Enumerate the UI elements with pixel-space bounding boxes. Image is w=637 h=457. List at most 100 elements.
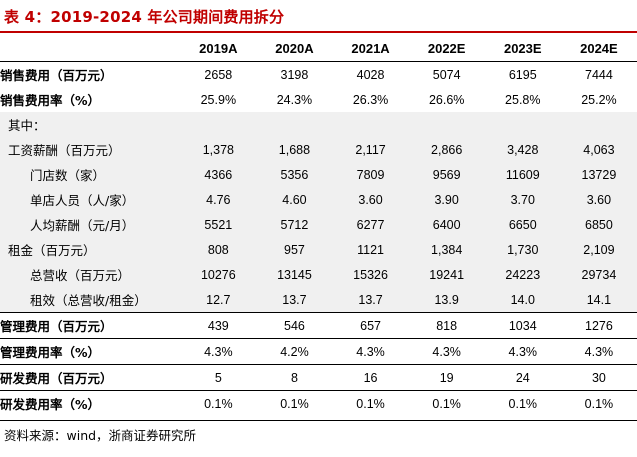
cell: 12.7 — [180, 287, 257, 313]
row-store-count: 门店数（家） 4366 5356 7809 9569 11609 13729 — [0, 162, 637, 187]
title-rule — [0, 31, 637, 33]
cell: 546 — [256, 312, 333, 339]
cell — [484, 112, 561, 137]
cell: 2,117 — [332, 137, 409, 162]
row-wages: 工资薪酬（百万元） 1,378 1,688 2,117 2,866 3,428 … — [0, 137, 637, 162]
year-header: 2021A — [332, 36, 409, 62]
cell: 0.1% — [332, 390, 409, 416]
cell: 6195 — [508, 67, 537, 82]
cell: 3.60 — [332, 187, 409, 212]
row-label: 工资薪酬（百万元） — [0, 137, 181, 162]
cell: 0.1% — [560, 390, 637, 416]
cell: 0.1% — [484, 390, 561, 416]
row-admin-expense-ratio: 管理费用率（%） 4.3% 4.2% 4.3% 4.3% 4.3% 4.3% — [0, 338, 637, 365]
row-label: 销售费用（百万元） — [0, 68, 113, 83]
year-header: 2019A — [180, 36, 257, 62]
cell — [408, 112, 485, 137]
cell: 6400 — [408, 212, 485, 237]
cell: 808 — [180, 237, 257, 262]
cell: 24223 — [484, 262, 561, 287]
year-header: 2022E — [408, 36, 485, 62]
cell: 25.2% — [581, 92, 617, 107]
year-header: 2023E — [484, 36, 561, 62]
expense-table: 2019A 2020A 2021A 2022E 2023E 2024E 销售费用… — [0, 36, 637, 416]
cell: 30 — [560, 364, 637, 391]
row-label: 总营收（百万元） — [0, 262, 181, 287]
row-sales-expense: 销售费用（百万元） 2658 3198 4028 5074 6195 7444 — [0, 62, 637, 88]
cell: 26.3% — [352, 92, 389, 107]
cell: 4.3% — [484, 338, 561, 365]
cell: 25.8% — [505, 92, 541, 107]
cell: 0.1% — [256, 390, 333, 416]
cell: 6277 — [332, 212, 409, 237]
cell: 2,109 — [560, 237, 637, 262]
cell: 4366 — [180, 162, 257, 187]
cell: 1121 — [332, 237, 409, 262]
cell — [180, 112, 257, 137]
cell: 4.2% — [256, 338, 333, 365]
cell: 6850 — [560, 212, 637, 237]
cell: 24 — [484, 364, 561, 391]
cell: 4.76 — [180, 187, 257, 212]
table-bottom-rule — [0, 420, 637, 421]
cell: 11609 — [484, 162, 561, 187]
row-label: 销售费用率（%） — [0, 93, 101, 108]
row-staff-per-store: 单店人员（人/家） 4.76 4.60 3.60 3.90 3.70 3.60 — [0, 187, 637, 212]
cell: 4.60 — [256, 187, 333, 212]
cell: 9569 — [408, 162, 485, 187]
row-label: 管理费用率（%） — [0, 338, 181, 365]
row-label: 研发费用率（%） — [0, 390, 181, 416]
cell: 0.1% — [408, 390, 485, 416]
cell: 13.7 — [256, 287, 333, 313]
row-label: 管理费用（百万元） — [0, 312, 181, 339]
cell: 25.9% — [200, 92, 237, 107]
year-header: 2020A — [256, 36, 333, 62]
cell: 3.70 — [484, 187, 561, 212]
cell: 19 — [408, 364, 485, 391]
cell — [332, 112, 409, 137]
row-label: 研发费用（百万元） — [0, 364, 181, 391]
header-row: 2019A 2020A 2021A 2022E 2023E 2024E — [0, 36, 637, 62]
cell: 657 — [332, 312, 409, 339]
row-sales-expense-ratio: 销售费用率（%） 25.9% 24.3% 26.3% 26.6% 25.8% 2… — [0, 87, 637, 112]
cell: 5712 — [256, 212, 333, 237]
row-rent: 租金（百万元） 808 957 1121 1,384 1,730 2,109 — [0, 237, 637, 262]
cell: 24.3% — [276, 92, 313, 107]
cell: 5 — [180, 364, 257, 391]
cell: 26.6% — [428, 92, 465, 107]
cell: 4028 — [356, 67, 385, 82]
cell: 13729 — [560, 162, 637, 187]
cell: 2658 — [204, 67, 233, 82]
row-rd-expense-ratio: 研发费用率（%） 0.1% 0.1% 0.1% 0.1% 0.1% 0.1% — [0, 390, 637, 416]
row-total-revenue: 总营收（百万元） 10276 13145 15326 19241 24223 2… — [0, 262, 637, 287]
cell: 14.1 — [560, 287, 637, 313]
cell: 3198 — [280, 67, 309, 82]
cell: 1,378 — [180, 137, 257, 162]
row-label: 其中： — [0, 112, 181, 137]
cell: 3.60 — [560, 187, 637, 212]
cell: 10276 — [180, 262, 257, 287]
row-label: 单店人员（人/家） — [0, 187, 181, 212]
cell: 3,428 — [484, 137, 561, 162]
cell: 439 — [180, 312, 257, 339]
cell: 19241 — [408, 262, 485, 287]
row-label: 门店数（家） — [0, 162, 181, 187]
cell: 13.9 — [408, 287, 485, 313]
cell: 1034 — [484, 312, 561, 339]
year-header: 2024E — [560, 36, 637, 62]
row-label: 人均薪酬（元/月） — [0, 212, 181, 237]
cell: 4.3% — [332, 338, 409, 365]
cell: 4.3% — [180, 338, 257, 365]
cell: 5521 — [180, 212, 257, 237]
row-admin-expense: 管理费用（百万元） 439 546 657 818 1034 1276 — [0, 312, 637, 339]
cell: 13145 — [256, 262, 333, 287]
cell: 1,730 — [484, 237, 561, 262]
cell: 4,063 — [560, 137, 637, 162]
cell: 15326 — [332, 262, 409, 287]
table-title: 表 4：2019-2024 年公司期间费用拆分 — [4, 8, 285, 26]
cell: 8 — [256, 364, 333, 391]
cell: 4.3% — [408, 338, 485, 365]
row-rd-expense: 研发费用（百万元） 5 8 16 19 24 30 — [0, 364, 637, 391]
cell: 3.90 — [408, 187, 485, 212]
source-note: 资料来源：wind，浙商证券研究所 — [4, 428, 197, 443]
